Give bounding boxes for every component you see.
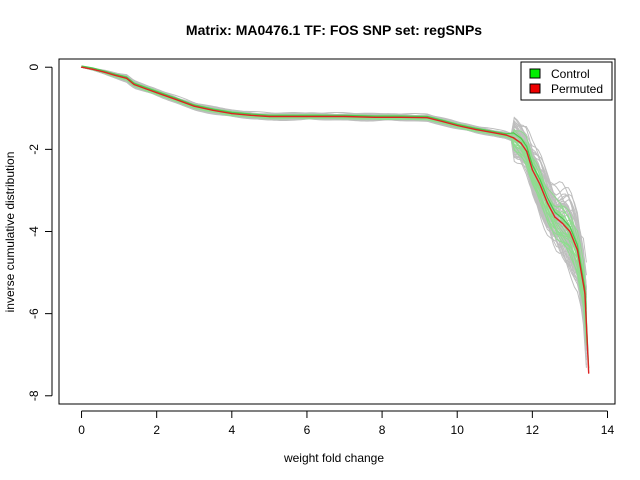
y-axis: 0 -2 -4 -6 -8 [27, 64, 53, 401]
data-point [554, 216, 556, 218]
data-point [588, 372, 590, 374]
x-tick-label: 14 [601, 423, 615, 437]
data-point [343, 115, 346, 118]
data-point [546, 202, 549, 204]
data-point [212, 109, 214, 111]
data-point [103, 71, 105, 73]
data-point [526, 150, 528, 152]
series-layer [80, 65, 590, 374]
data-point [193, 105, 195, 107]
data-point [174, 98, 177, 100]
x-tick-label: 0 [78, 423, 85, 437]
data-point [400, 116, 402, 118]
data-point [92, 68, 94, 70]
x-tick-label: 4 [228, 423, 235, 437]
x-axis-label: weight fold change [283, 451, 384, 465]
band-line [81, 66, 587, 336]
y-tick-label: -2 [27, 144, 41, 155]
data-point [133, 83, 135, 86]
data-point [539, 183, 541, 185]
data-point [513, 137, 515, 139]
data-point [306, 115, 308, 118]
y-tick-label: 0 [27, 64, 41, 71]
data-point [561, 222, 564, 224]
legend-label-control: Control [551, 67, 590, 81]
data-point [494, 132, 496, 134]
y-tick-label: -4 [27, 226, 41, 237]
data-point [505, 134, 507, 136]
x-tick-label: 10 [451, 423, 465, 437]
data-point [268, 115, 270, 118]
x-tick-label: 2 [153, 423, 160, 437]
data-point [126, 77, 128, 79]
data-point [80, 66, 83, 68]
y-tick-label: -6 [27, 308, 41, 319]
legend: Control Permuted [520, 61, 613, 101]
data-point [456, 124, 458, 127]
data-point [475, 129, 477, 131]
y-axis-label: inverse cumulative distribution [3, 152, 17, 313]
control-line [81, 65, 590, 369]
data-point [531, 169, 534, 171]
data-point [144, 88, 146, 90]
x-tick-label: 6 [304, 423, 311, 437]
data-point [156, 92, 158, 94]
chart-title: Matrix: MA0476.1 TF: FOS SNP set: regSNP… [186, 22, 482, 38]
series-line-permuted [81, 66, 590, 374]
x-tick-label: 8 [379, 423, 386, 437]
data-point [520, 142, 522, 144]
data-point [231, 113, 233, 115]
y-tick-label: -8 [27, 390, 41, 401]
x-axis: 0 2 4 6 8 10 12 14 [78, 410, 615, 437]
data-point [576, 249, 579, 251]
data-point [250, 114, 252, 116]
data-point [441, 120, 443, 122]
legend-label-permuted: Permuted [551, 82, 603, 96]
plot-frame [58, 58, 616, 405]
legend-box [520, 61, 613, 101]
data-point [569, 230, 571, 233]
x-tick-label: 12 [526, 423, 540, 437]
data-point [426, 117, 428, 119]
data-point [114, 74, 116, 76]
data-point [584, 292, 586, 294]
legend-swatch-control [529, 68, 541, 79]
data-point [374, 116, 376, 118]
legend-swatch-permuted [529, 83, 541, 94]
